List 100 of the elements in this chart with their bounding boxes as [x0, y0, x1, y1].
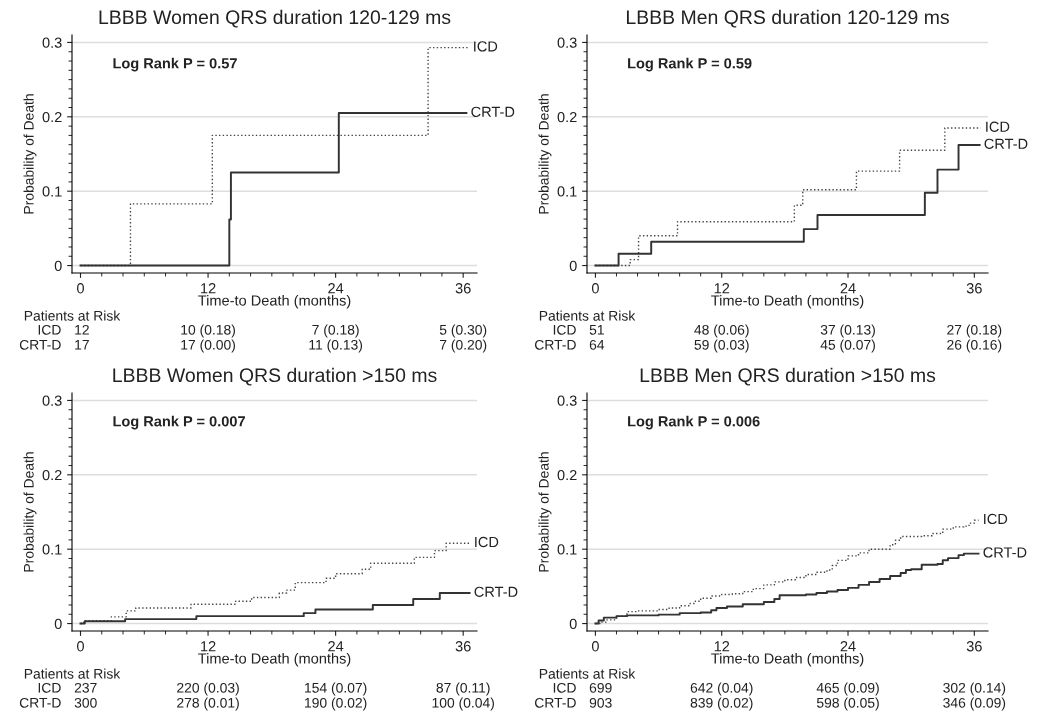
text: 7 (0.18) — [312, 324, 359, 338]
y-tick-label: 0.1 — [557, 544, 577, 555]
x-axis-title: Time-to Death (months) — [711, 652, 864, 667]
text: Patients at Risk — [24, 668, 121, 679]
x-tick-label: 0 — [591, 283, 599, 294]
text: 237 — [74, 682, 97, 693]
x-axis-title: Time-to Death (months) — [198, 652, 351, 667]
text: ICD — [38, 324, 61, 335]
text: 642 (0.04) — [690, 682, 753, 696]
text: 278 (0.01) — [177, 697, 239, 711]
chart-title: LBBB Women QRS duration >150 ms — [113, 367, 437, 386]
text: 346 (0.09) — [943, 697, 1006, 711]
text: 699 — [589, 682, 612, 693]
text: 27 (0.18) — [947, 324, 1002, 338]
y-tick-label: 0 — [54, 618, 62, 629]
text: ICD — [553, 324, 576, 335]
x-tick-label: 12 — [714, 283, 730, 294]
y-tick-label: 0.3 — [42, 37, 62, 48]
x-tick-label: 24 — [328, 283, 344, 294]
y-tick-label: 0 — [54, 260, 62, 271]
y-axis-title: Probability of Death — [538, 94, 552, 214]
text: 190 (0.02) — [305, 697, 367, 711]
x-tick-label: 36 — [966, 283, 982, 294]
y-tick-label: 0 — [569, 260, 577, 271]
x-tick-label: 12 — [201, 283, 216, 294]
text: 100 (0.04) — [432, 697, 494, 711]
chart-title: LBBB Men QRS duration 120-129 ms — [626, 9, 949, 28]
y-tick-label: 0.1 — [557, 186, 577, 197]
x-tick-label: 24 — [840, 283, 856, 294]
series-label: ICD — [475, 536, 499, 548]
text: 45 (0.07) — [820, 339, 875, 353]
text: 302 (0.14) — [943, 682, 1006, 696]
y-tick-label: 0.3 — [42, 395, 62, 406]
text: CRT-D — [19, 697, 61, 708]
text: 48 (0.06) — [694, 324, 749, 338]
text: 11 (0.13) — [309, 339, 363, 353]
y-tick-label: 0.3 — [557, 395, 577, 406]
text: CRT-D — [534, 339, 576, 350]
text: 87 (0.11) — [436, 682, 490, 696]
y-tick-label: 0.3 — [557, 37, 577, 48]
text: 17 (0.00) — [181, 339, 235, 353]
series-label: ICD — [984, 513, 1008, 525]
x-tick-label: 0 — [591, 641, 599, 652]
x-tick-label: 0 — [77, 641, 84, 652]
x-tick-label: 12 — [201, 641, 216, 652]
text: ICD — [553, 682, 576, 693]
series-label: ICD — [986, 121, 1010, 132]
y-tick-label: 0 — [569, 618, 577, 629]
annotation: Log Rank P = 0.006 — [628, 415, 760, 430]
text: 5 (0.30) — [439, 324, 487, 338]
chart-title: LBBB Women QRS duration 120-129 ms — [99, 9, 451, 28]
y-tick-label: 0.1 — [42, 186, 62, 197]
x-axis-title: Time-to Death (months) — [198, 294, 351, 309]
x-tick-label: 36 — [966, 641, 982, 652]
series-label: CRT-D — [471, 106, 515, 118]
x-tick-label: 36 — [455, 641, 471, 652]
text: 17 — [75, 340, 89, 350]
text: 59 (0.03) — [694, 339, 749, 353]
annotation: Log Rank P = 0.007 — [113, 415, 245, 430]
series-label: CRT-D — [984, 138, 1028, 149]
text: Patients at Risk — [24, 310, 121, 321]
text: 598 (0.05) — [816, 697, 879, 711]
x-axis-title: Time-to Death (months) — [711, 294, 864, 309]
text: Patients at Risk — [539, 668, 636, 679]
text: 220 (0.03) — [177, 682, 239, 696]
text: CRT-D — [534, 697, 576, 708]
text: 154 (0.07) — [305, 682, 367, 696]
text: 7 (0.20) — [439, 339, 487, 353]
text: 51 — [589, 325, 604, 335]
y-tick-label: 0.2 — [42, 469, 62, 481]
text: CRT-D — [19, 339, 61, 350]
x-tick-label: 36 — [455, 283, 471, 294]
text: 37 (0.13) — [820, 324, 875, 338]
y-tick-label: 0.1 — [42, 544, 62, 555]
y-axis-title: Probability of Death — [23, 94, 37, 214]
x-tick-label: 24 — [840, 641, 856, 652]
text: 12 — [75, 324, 89, 335]
text: 10 (0.18) — [181, 324, 235, 338]
y-tick-label: 0.2 — [557, 469, 577, 481]
series-label: CRT-D — [474, 586, 518, 597]
text: 903 — [589, 697, 612, 708]
text: 465 (0.09) — [816, 682, 879, 696]
annotation: Log Rank P = 0.59 — [628, 57, 752, 72]
y-axis-title: Probability of Death — [538, 452, 552, 572]
x-tick-label: 24 — [328, 641, 344, 652]
text: 26 (0.16) — [947, 339, 1002, 353]
text: 300 — [74, 697, 97, 708]
y-axis-title: Probability of Death — [23, 452, 37, 572]
series-label: CRT-D — [983, 547, 1027, 558]
text: ICD — [38, 682, 61, 693]
annotation: Log Rank P = 0.57 — [113, 57, 237, 72]
chart-title: LBBB Men QRS duration >150 ms — [640, 367, 936, 386]
x-tick-label: 0 — [77, 283, 84, 294]
text: Patients at Risk — [539, 310, 636, 321]
y-tick-label: 0.2 — [557, 111, 577, 123]
x-tick-label: 12 — [714, 641, 730, 652]
text: 64 — [589, 339, 605, 350]
series-label: ICD — [474, 41, 498, 52]
y-tick-label: 0.2 — [42, 111, 62, 123]
text: 839 (0.02) — [690, 697, 753, 711]
